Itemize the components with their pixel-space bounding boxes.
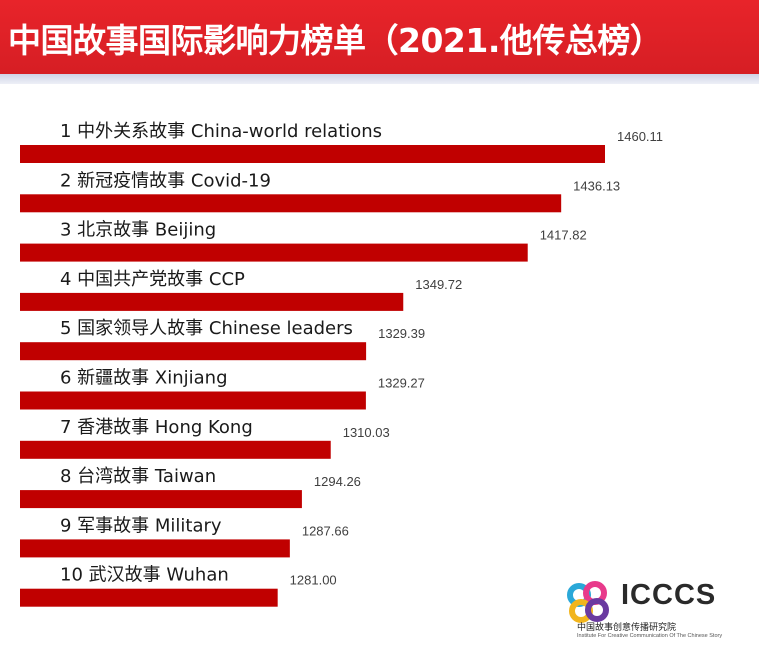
value-label: 1349.72 [415, 277, 462, 292]
category-label: 7 香港故事 Hong Kong [60, 417, 253, 438]
value-label: 1310.03 [343, 425, 390, 440]
value-label: 1460.11 [617, 129, 663, 144]
logo-text: ICCCS [621, 579, 717, 611]
logo-subtitle-en: Institute For Creative Communication Of … [577, 633, 723, 639]
logo-subtitle-cn: 中国故事创意传播研究院 [577, 623, 677, 633]
category-label: 5 国家领导人故事 Chinese leaders [60, 318, 353, 339]
value-label: 1281.00 [290, 573, 337, 588]
bar [20, 243, 528, 262]
value-label: 1329.39 [378, 326, 425, 341]
category-label: 6 新疆故事 Xinjiang [60, 368, 228, 389]
bar [20, 440, 331, 459]
value-label: 1436.13 [573, 178, 620, 193]
category-label: 2 新冠疫情故事 Covid-19 [60, 170, 271, 191]
value-label: 1329.27 [378, 376, 425, 391]
category-label: 10 武汉故事 Wuhan [60, 565, 229, 586]
value-label: 1294.26 [314, 474, 361, 489]
category-label: 1 中外关系故事 China-world relations [60, 121, 382, 142]
title-banner: 中国故事国际影响力榜单（2021.他传总榜） [0, 0, 759, 74]
logo-mark-icon [567, 581, 609, 623]
bar-chart: 1 中外关系故事 China-world relations 1460.11 2 新… [20, 121, 663, 607]
banner-stripe [0, 74, 759, 84]
value-label: 1417.82 [540, 228, 587, 243]
category-label: 3 北京故事 Beijing [60, 220, 216, 241]
bar [20, 194, 562, 213]
bar [20, 490, 302, 509]
category-label: 9 军事故事 Military [60, 515, 222, 536]
category-label: 8 台湾故事 Taiwan [60, 466, 216, 487]
bar [20, 391, 366, 410]
bar [20, 145, 605, 163]
bar [20, 539, 290, 558]
bar [20, 292, 404, 311]
iccs-logo: ICCCS 中国故事创意传播研究院 Institute For Creative… [563, 575, 733, 651]
bar [20, 342, 367, 361]
value-label: 1287.66 [302, 523, 349, 538]
bar [20, 588, 278, 607]
category-label: 4 中国共产党故事 CCP [60, 269, 245, 290]
page-title: 中国故事国际影响力榜单（2021.他传总榜） [8, 21, 663, 60]
